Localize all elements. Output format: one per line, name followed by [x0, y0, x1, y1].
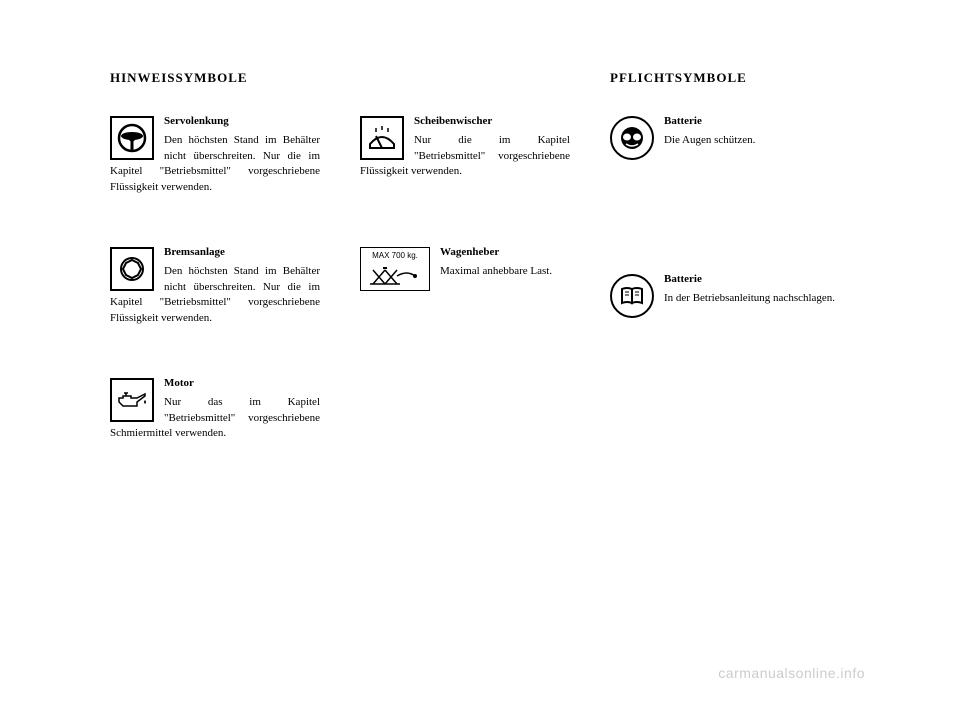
windshield-wiper-icon — [360, 116, 404, 160]
item-servolenkung: Servolenkung Den höchsten Stand im Behäl… — [110, 114, 320, 195]
pflicht-section: PFLICHTSYMBOLE Batterie Die Augen schütz… — [610, 70, 865, 441]
item-body: In der Betriebsanleitung nachschlagen. — [664, 292, 835, 304]
steering-wheel-icon — [110, 116, 154, 160]
item-body: Maximal anhebbare Last. — [440, 265, 552, 277]
item-bremsanlage: Bremsanlage Den höchsten Stand im Behält… — [110, 245, 320, 326]
read-manual-icon — [610, 274, 654, 318]
main-columns: HINWEISSYMBOLE Servolenkung Den höchsten… — [110, 70, 865, 441]
hinweis-section: HINWEISSYMBOLE Servolenkung Den höchsten… — [110, 70, 570, 441]
max-load-label: MAX 700 kg. — [372, 250, 418, 261]
item-body: Die Augen schützen. — [664, 134, 755, 146]
item-wagenheber: MAX 700 kg. Wagenheber Maximal anhebbare… — [360, 245, 570, 326]
item-batterie-augen: Batterie Die Augen schützen. — [610, 114, 865, 160]
item-scheibenwischer: Scheibenwischer Nur die im Kapitel "Betr… — [360, 114, 570, 195]
brake-system-icon — [110, 247, 154, 291]
pflicht-items: Batterie Die Augen schützen. Batterie — [610, 114, 865, 318]
pflicht-heading: PFLICHTSYMBOLE — [610, 70, 865, 86]
hinweis-heading: HINWEISSYMBOLE — [110, 70, 570, 86]
oil-can-icon — [110, 378, 154, 422]
hinweis-grid: Servolenkung Den höchsten Stand im Behäl… — [110, 114, 570, 441]
eye-protection-icon — [610, 116, 654, 160]
item-motor: Motor Nur das im Kapitel "Betriebsmittel… — [110, 376, 320, 442]
car-jack-icon: MAX 700 kg. — [360, 247, 430, 291]
watermark-text: carmanualsonline.info — [718, 665, 865, 681]
item-batterie-manual: Batterie In der Betriebsanleitung nachsc… — [610, 272, 865, 318]
